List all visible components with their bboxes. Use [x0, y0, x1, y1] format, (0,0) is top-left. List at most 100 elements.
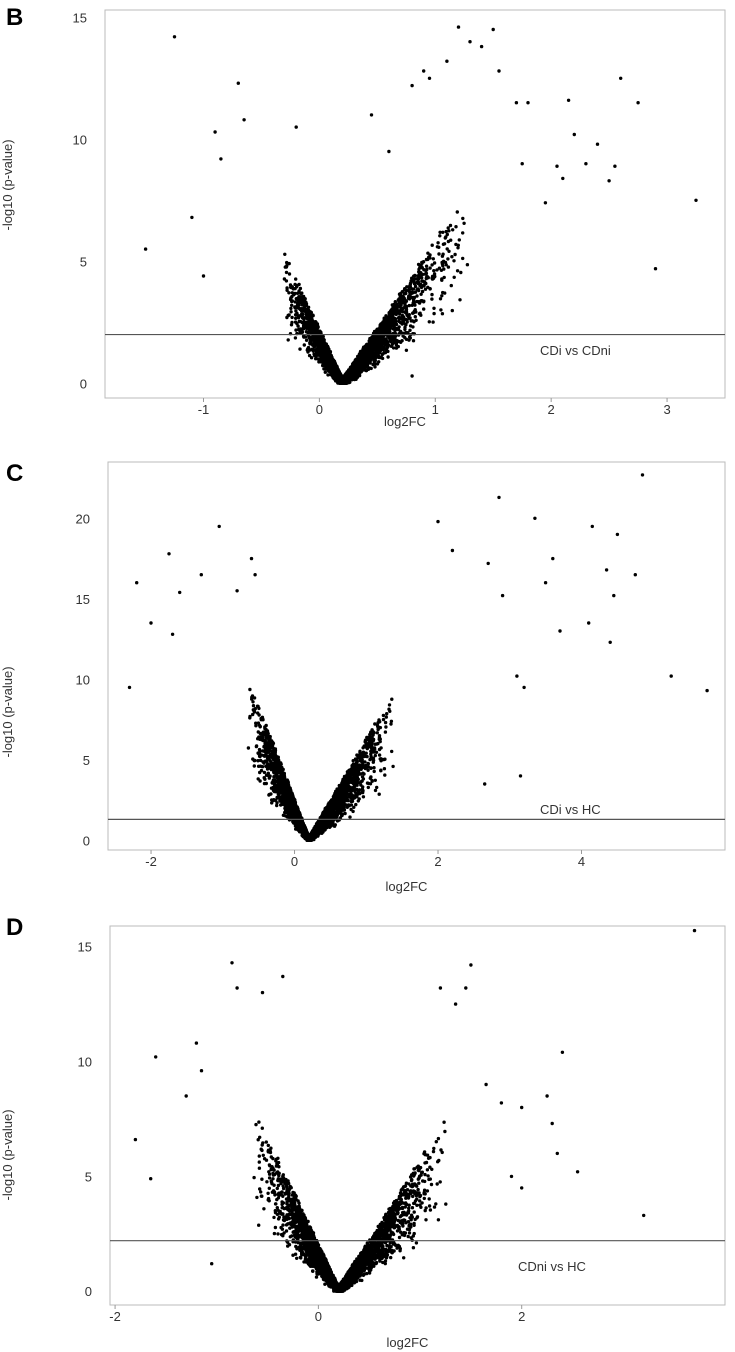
data-point: [408, 316, 412, 320]
data-point: [435, 268, 439, 272]
data-point: [440, 294, 444, 298]
data-point: [384, 343, 389, 347]
data-point: [442, 275, 446, 280]
data-point: [409, 291, 414, 296]
data-point: [373, 365, 377, 369]
data-point: [437, 266, 442, 270]
data-point: [459, 270, 463, 275]
data-point: [398, 298, 403, 302]
data-point: [336, 374, 340, 379]
data-point: [386, 315, 391, 319]
x-axis-title: log2FC: [384, 414, 426, 429]
data-point: [413, 273, 417, 278]
data-point: [321, 341, 325, 345]
y-tick-label: 20: [76, 511, 90, 526]
data-point: [303, 299, 307, 304]
data-point: [323, 370, 327, 374]
data-points: [127, 473, 709, 842]
data-point: [309, 315, 313, 319]
data-point: [430, 274, 435, 278]
data-point: [294, 328, 298, 332]
data-point: [403, 291, 408, 295]
data-point: [314, 335, 318, 340]
data-point: [372, 361, 376, 366]
data-point: [427, 76, 432, 81]
data-point: [293, 336, 298, 340]
data-point: [408, 324, 413, 328]
data-point: [584, 162, 588, 166]
data-point: [456, 25, 461, 29]
data-point: [411, 287, 416, 291]
data-point: [403, 327, 407, 332]
data-point: [346, 376, 351, 380]
data-point: [389, 340, 393, 344]
data-point: [328, 354, 332, 358]
data-point: [300, 299, 304, 303]
data-point: [526, 101, 530, 105]
data-point: [362, 351, 366, 355]
data-point: [415, 288, 419, 292]
data-point: [462, 221, 466, 225]
data-point: [443, 236, 447, 240]
data-point: [309, 341, 313, 346]
data-point: [441, 242, 446, 246]
data-point: [398, 309, 402, 313]
data-point: [375, 345, 379, 350]
data-point: [302, 296, 306, 300]
data-point: [455, 210, 459, 214]
data-point: [289, 285, 293, 289]
data-point: [318, 352, 322, 356]
data-point: [694, 198, 698, 202]
data-point: [316, 325, 320, 329]
data-point: [427, 255, 431, 259]
data-point: [311, 349, 315, 353]
data-point: [287, 261, 291, 266]
comparison-label: CDi vs CDni: [540, 343, 611, 358]
data-point: [313, 320, 318, 324]
data-point: [422, 284, 426, 288]
data-point: [322, 361, 327, 365]
data-point: [242, 118, 246, 122]
data-point: [294, 277, 298, 281]
data-point: [290, 315, 294, 320]
data-point: [289, 310, 293, 314]
data-point: [413, 284, 418, 289]
data-point: [256, 777, 260, 781]
data-point: [301, 334, 306, 338]
data-point: [387, 329, 391, 333]
data-point: [329, 371, 333, 376]
data-point: [447, 229, 451, 233]
data-point: [425, 275, 430, 279]
data-point: [380, 352, 384, 357]
data-point: [329, 366, 333, 370]
data-point: [309, 356, 314, 360]
panel-label: C: [6, 460, 24, 487]
data-point: [416, 281, 420, 285]
data-points: [143, 25, 698, 385]
data-point: [283, 252, 287, 256]
data-point: [431, 320, 435, 324]
x-tick-label: -2: [145, 854, 157, 869]
data-point: [430, 292, 434, 297]
data-point: [409, 279, 413, 283]
y-tick-label: 15: [73, 10, 87, 25]
data-point: [293, 282, 297, 287]
data-point: [448, 223, 453, 228]
data-point: [403, 317, 408, 322]
data-point: [405, 320, 409, 324]
data-point: [332, 363, 336, 367]
data-point: [404, 311, 408, 315]
data-point: [393, 336, 397, 340]
data-point: [284, 270, 289, 275]
y-axis-title: -log10 (p-value): [0, 139, 15, 230]
data-point: [290, 303, 294, 307]
data-point: [365, 365, 370, 369]
data-point: [428, 287, 432, 291]
data-point: [404, 337, 409, 341]
data-point: [219, 157, 223, 161]
data-point: [449, 283, 453, 288]
data-point: [520, 162, 524, 166]
data-point: [369, 113, 374, 117]
data-point: [314, 351, 318, 356]
